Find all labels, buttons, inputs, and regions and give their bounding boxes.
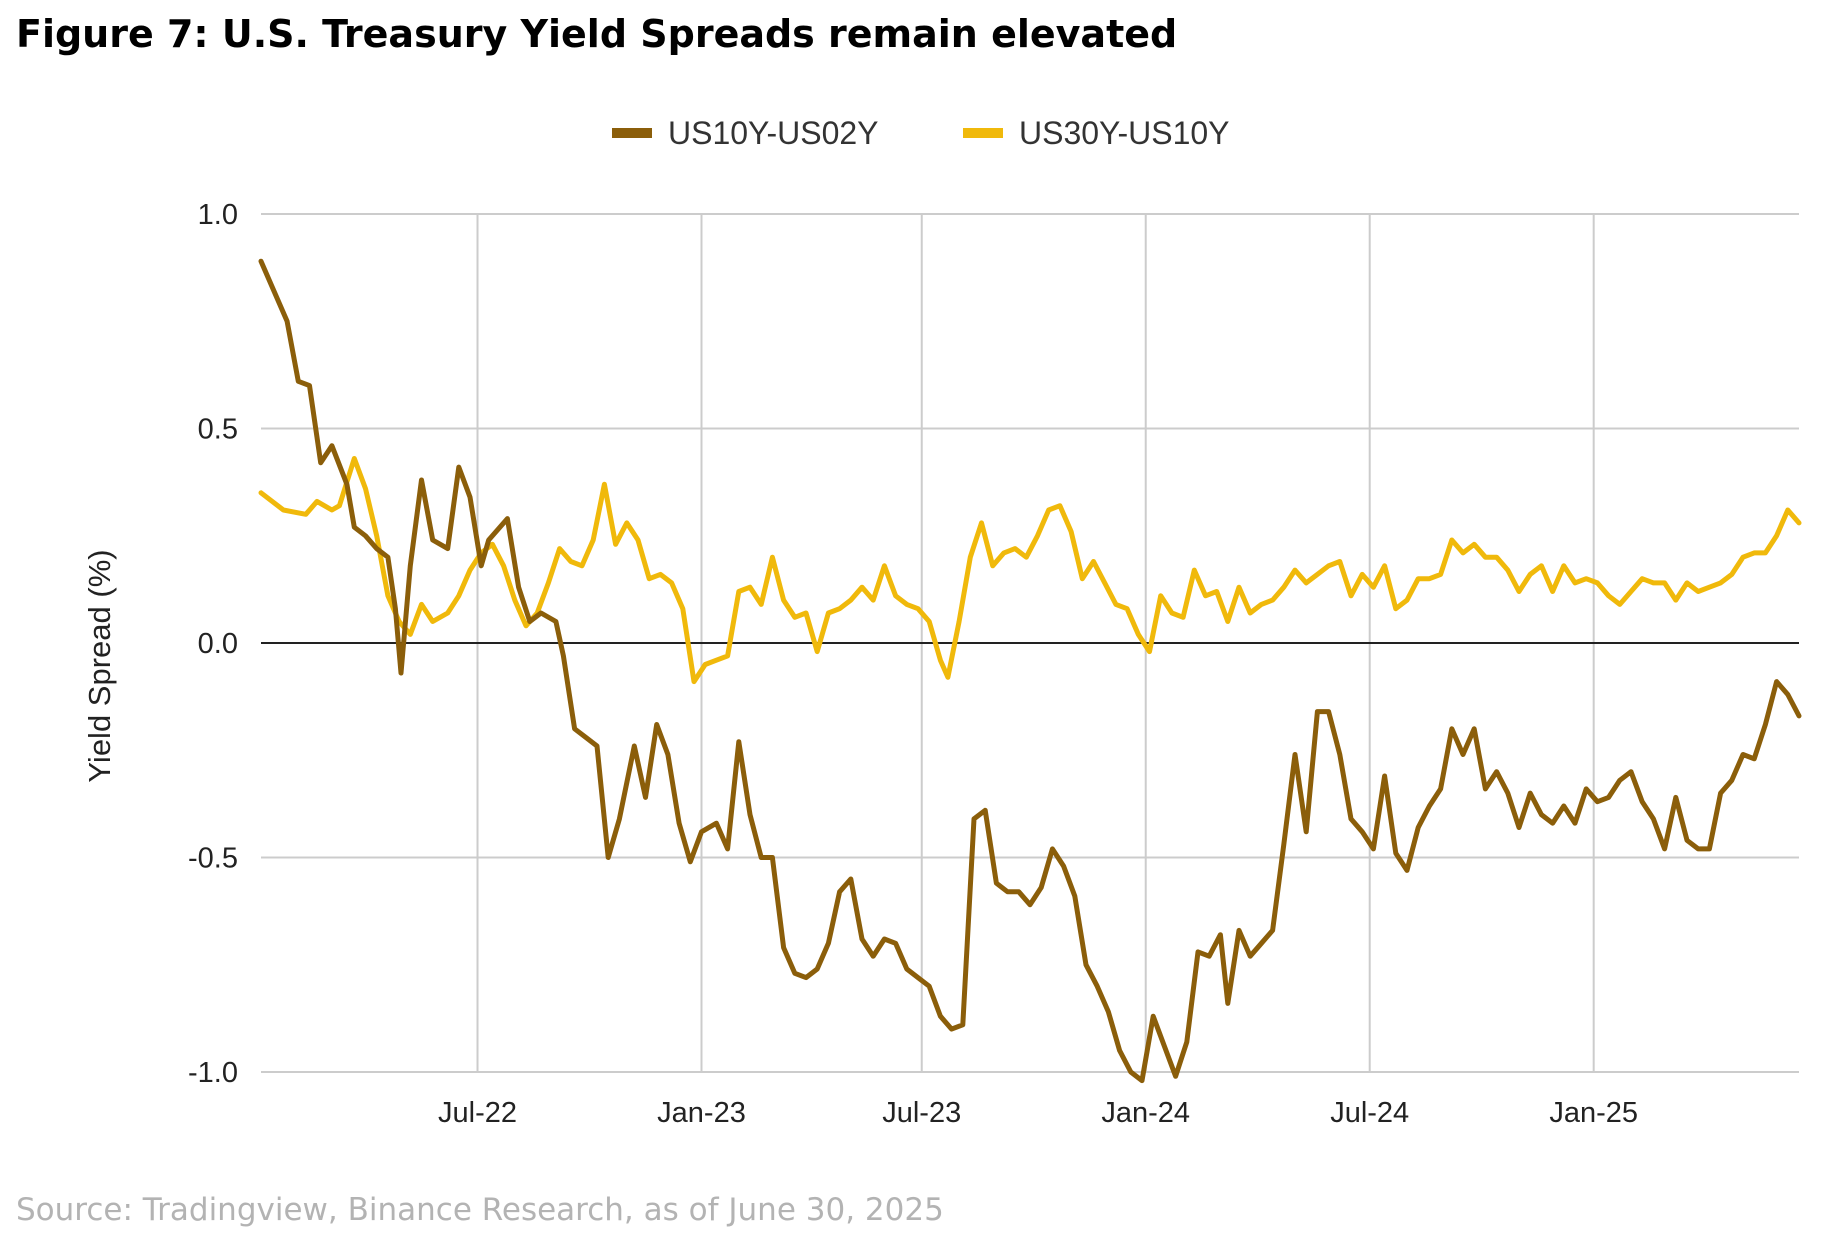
legend-label: US30Y-US10Y — [1019, 115, 1230, 151]
y-tick-label: -1.0 — [188, 1057, 238, 1089]
legend: US10Y-US02Y US30Y-US10Y — [612, 115, 1230, 151]
x-tick-label: Jul-23 — [882, 1097, 961, 1129]
y-axis-label: Yield Spread (%) — [82, 549, 117, 782]
x-tick-label: Jul-22 — [438, 1097, 517, 1129]
x-tick-label: Jan-25 — [1549, 1097, 1638, 1129]
page-title: Figure 7: U.S. Treasury Yield Spreads re… — [16, 12, 1178, 56]
x-axis-ticks: Jul-22 Jan-23 Jul-23 Jan-24 Jul-24 Jan-25 — [438, 1097, 1638, 1129]
legend-swatch — [963, 128, 1003, 138]
y-tick-label: 0.5 — [198, 414, 238, 446]
x-tick-label: Jan-24 — [1101, 1097, 1190, 1129]
y-axis-ticks: 1.0 0.5 0.0 -0.5 -1.0 — [188, 199, 238, 1089]
y-tick-label: -0.5 — [188, 843, 238, 875]
y-tick-label: 1.0 — [198, 199, 238, 231]
legend-swatch — [612, 128, 652, 138]
x-tick-label: Jan-23 — [657, 1097, 746, 1129]
legend-label: US10Y-US02Y — [668, 115, 879, 151]
series-line-us10y-us02y — [258, 258, 1802, 1084]
x-tick-label: Jul-24 — [1330, 1097, 1409, 1129]
y-tick-label: 0.0 — [198, 628, 238, 660]
series-line-us30y-us10y — [258, 456, 1802, 685]
source-note: Source: Tradingview, Binance Research, a… — [16, 1192, 944, 1228]
series-group — [258, 258, 1802, 1084]
